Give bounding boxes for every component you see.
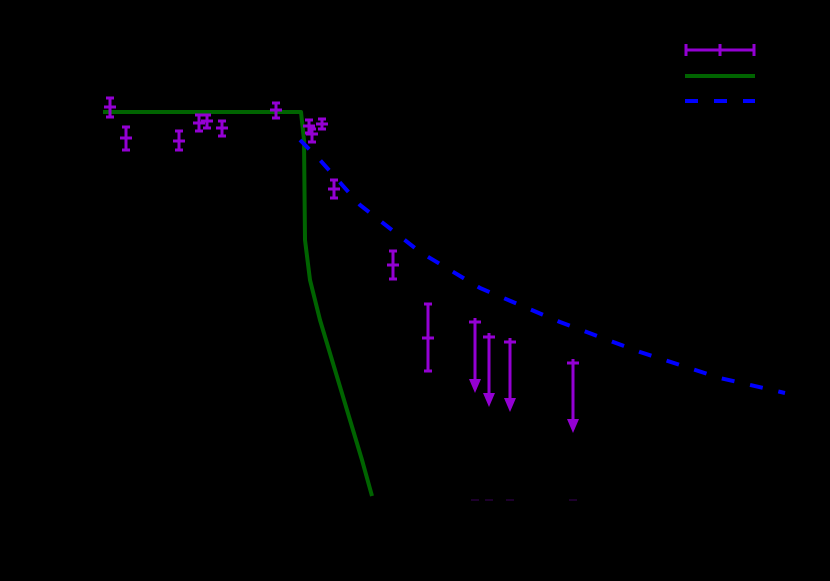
model-blue-dashed-line (298, 138, 786, 395)
data-point (422, 302, 434, 373)
upper-limit (483, 333, 495, 407)
data-errorbars (104, 96, 434, 373)
upper-limit-arrows (469, 318, 579, 433)
model-green-line (103, 110, 374, 497)
data-point (120, 125, 132, 152)
data-point (387, 249, 399, 281)
data-point (104, 96, 116, 119)
data-point (193, 113, 205, 133)
data-point (306, 127, 318, 144)
data-point (201, 113, 213, 130)
legend (684, 44, 756, 103)
upper-limit (567, 359, 579, 433)
upper-limit (469, 318, 481, 393)
arrow-down-icon (504, 398, 516, 412)
arrow-down-icon (469, 379, 481, 393)
model-blue-path (298, 138, 786, 395)
data-point (216, 119, 228, 138)
model-green-path (103, 110, 374, 497)
upper-limit (504, 338, 516, 412)
data-point (328, 178, 340, 200)
data-point (270, 101, 282, 120)
data-point (316, 117, 328, 131)
arrow-down-icon (567, 419, 579, 433)
data-point (173, 129, 185, 152)
legend-item-data (684, 44, 756, 56)
arrow-down-icon (483, 393, 495, 407)
